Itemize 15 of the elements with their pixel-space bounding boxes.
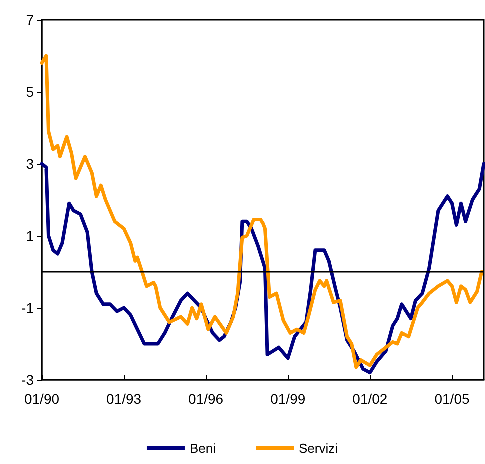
legend-label: Servizi <box>299 441 338 456</box>
x-tick-label: 01/90 <box>24 391 60 407</box>
y-tick-label: 5 <box>26 84 34 100</box>
y-tick-label: -1 <box>22 300 34 316</box>
y-tick-label: -3 <box>22 372 34 388</box>
y-tick-label: 1 <box>26 228 34 244</box>
x-tick-label: 01/05 <box>434 391 470 407</box>
y-tick-label: 7 <box>26 12 34 28</box>
y-tick-label: 3 <box>26 156 34 172</box>
line-series <box>40 54 484 370</box>
x-tick-label: 01/02 <box>352 391 388 407</box>
x-tick-label: 01/96 <box>188 391 224 407</box>
x-tick-label: 01/99 <box>270 391 306 407</box>
x-tick-label: 01/93 <box>106 391 142 407</box>
legend-label: Beni <box>190 441 216 456</box>
